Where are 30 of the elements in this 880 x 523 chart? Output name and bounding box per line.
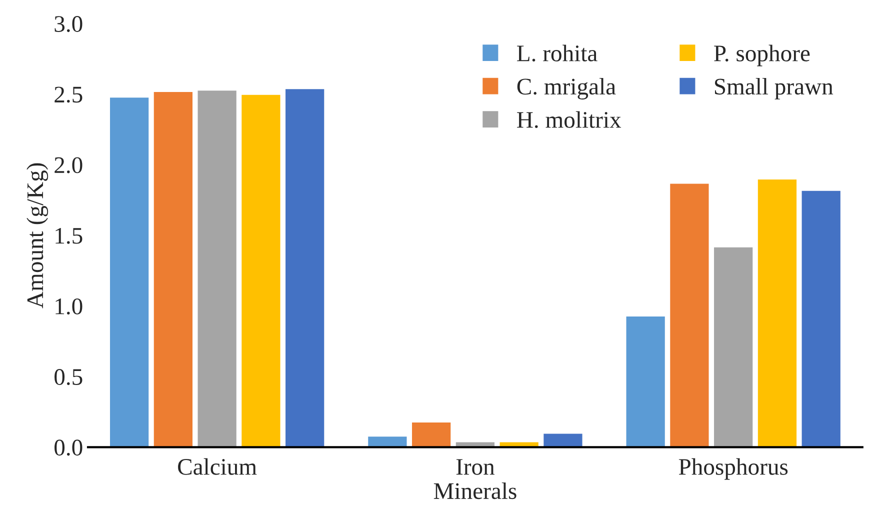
y-tick-label: 0.5 <box>54 369 82 386</box>
y-tick-label: 0.0 <box>54 440 82 456</box>
y-tick-label: 2.5 <box>54 86 82 103</box>
y-tick-label: 2.0 <box>54 157 82 174</box>
bar <box>196 89 238 448</box>
bar <box>756 178 798 448</box>
bar <box>624 315 666 448</box>
legend-label: C. mrigala <box>517 78 616 100</box>
bar <box>410 421 452 448</box>
bar <box>542 432 584 448</box>
y-tick-label: 1.5 <box>56 228 82 244</box>
legend-label: H. molitrix <box>517 111 622 128</box>
bar <box>240 93 282 448</box>
legend-label: L. rohita <box>517 44 598 62</box>
legend-label: P. sophore <box>714 44 810 66</box>
y-axis-title: Amount (g/Kg) <box>26 163 48 308</box>
bar <box>108 96 150 448</box>
bar <box>366 435 408 448</box>
legend-label: Small prawn <box>714 78 834 100</box>
x-axis-title: Minerals <box>434 482 516 500</box>
x-tick-label: Phosphorus <box>678 458 788 480</box>
x-tick-label: Calcium <box>178 458 257 475</box>
y-tick-label: 3.0 <box>54 16 82 32</box>
bar <box>668 182 710 448</box>
bar <box>284 88 326 448</box>
bar <box>800 189 842 448</box>
y-tick-label: 1.0 <box>56 298 82 314</box>
bar <box>712 246 754 448</box>
bar <box>152 90 194 448</box>
x-tick-label: Iron <box>456 459 495 475</box>
